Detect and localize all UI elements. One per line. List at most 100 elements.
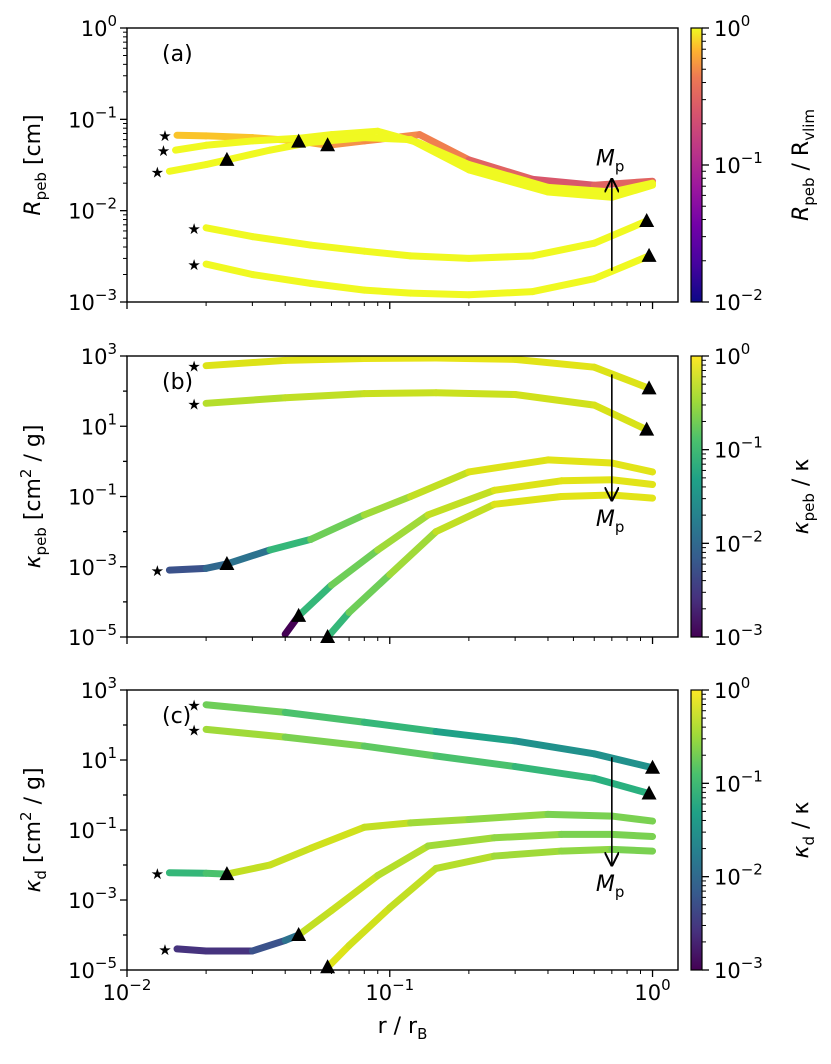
series-segment <box>165 564 210 574</box>
series-segment <box>202 260 256 279</box>
panel-label: (c) <box>162 704 191 729</box>
y-axis-label: κd [cm2 / g] <box>17 767 50 892</box>
end-triangle-marker <box>639 213 655 228</box>
panel-b: ★ ★ ★ Mp 10−5 10−3 10−1 101 103 (b) κpeb [cm2 / g]… <box>17 340 818 650</box>
series-group <box>165 127 657 299</box>
series-segment <box>266 844 315 869</box>
x-tick-label: 10−2 <box>103 976 152 1005</box>
colorbar-tick-label: 100 <box>714 12 750 41</box>
series-segment <box>202 725 289 741</box>
series-segment <box>386 864 440 912</box>
series-segment <box>327 127 382 139</box>
series-segment <box>307 823 368 852</box>
series-segment <box>360 356 440 362</box>
series-line-2 <box>202 725 653 798</box>
colorbar-tick-label: 10−1 <box>714 767 763 796</box>
colorbar-label: κd / κ <box>789 802 818 859</box>
end-triangle-marker <box>641 380 657 395</box>
series-segment <box>465 252 537 262</box>
start-star-marker: ★ <box>187 721 200 739</box>
series-segment <box>608 812 657 825</box>
y-tick-label: 10−3 <box>68 551 117 580</box>
series-segment <box>590 401 651 434</box>
series-segment <box>407 289 473 299</box>
mass-annotation-label: Mp <box>596 146 625 175</box>
series-segment <box>511 356 598 371</box>
series-segment <box>295 131 335 142</box>
y-tick-label: 103 <box>81 340 117 369</box>
series-segment <box>544 810 616 820</box>
series-segment <box>465 161 552 191</box>
series-line-5 <box>324 845 657 970</box>
series-segment <box>248 233 315 249</box>
series-segment <box>490 493 565 508</box>
y-tick-label: 10−1 <box>68 814 117 843</box>
series-segment <box>360 819 415 831</box>
series-segment <box>608 476 657 488</box>
start-star-marker: ★ <box>151 865 164 883</box>
series-segment <box>511 391 598 409</box>
series-line-4 <box>202 217 651 262</box>
start-star-marker: ★ <box>187 395 200 413</box>
series-line-1 <box>202 356 653 392</box>
start-star-marker: ★ <box>187 358 200 376</box>
series-segment <box>490 830 565 842</box>
end-triangle-marker <box>320 137 336 152</box>
y-tick-label: 10−2 <box>68 195 117 224</box>
series-segment <box>223 146 274 164</box>
axes-frame <box>126 27 679 303</box>
series-segment <box>266 535 315 554</box>
colorbar-tick-label: 10−1 <box>714 149 763 178</box>
series-segment <box>590 774 653 798</box>
series-segment <box>202 224 256 241</box>
end-triangle-marker <box>219 151 235 166</box>
series-segment <box>281 356 368 364</box>
series-segment <box>307 134 368 146</box>
series-segment <box>590 217 651 247</box>
colorbar-tick-label: 10−3 <box>714 954 763 983</box>
series-line-2 <box>202 389 651 434</box>
series-segment <box>465 166 552 196</box>
colorbar <box>690 355 703 638</box>
end-triangle-marker <box>641 247 657 262</box>
start-star-marker: ★ <box>187 256 200 274</box>
series-segment <box>432 728 519 745</box>
x-tick-label: 10−1 <box>365 976 414 1005</box>
series-segment <box>172 141 210 154</box>
series-segment <box>295 581 335 620</box>
y-tick-label: 10−5 <box>68 621 117 650</box>
colorbar <box>690 27 703 303</box>
x-axis-label: r / rB <box>378 1014 428 1043</box>
colorbar-tick-label: 10−2 <box>714 527 763 556</box>
series-segment <box>465 456 552 476</box>
y-axis-label: Rpeb [cm] <box>21 114 50 215</box>
y-tick-label: 10−5 <box>68 954 117 983</box>
series-segment <box>465 288 537 299</box>
series-segment <box>608 830 657 841</box>
mass-annotation-label: Mp <box>596 507 625 536</box>
series-segment <box>281 733 368 750</box>
series-segment <box>248 134 303 145</box>
series-segment <box>557 476 616 485</box>
start-star-marker: ★ <box>187 220 200 238</box>
series-segment <box>360 718 440 736</box>
series-segment <box>202 701 289 716</box>
series-segment <box>432 752 519 771</box>
y-axis-label: κpeb [cm2 / g] <box>17 425 50 569</box>
colorbar-tick-label: 10−3 <box>714 621 763 650</box>
start-star-marker: ★ <box>151 163 164 181</box>
series-segment <box>307 511 368 543</box>
series-line-5 <box>324 491 657 637</box>
y-tick-label: 10−1 <box>68 103 117 132</box>
series-segment <box>324 942 353 970</box>
end-triangle-marker <box>219 555 235 570</box>
series-segment <box>529 239 598 260</box>
series-segment <box>544 188 616 201</box>
x-tick-label: 100 <box>634 976 670 1005</box>
series-segment <box>327 872 382 915</box>
series-segment <box>202 356 289 370</box>
series-segment <box>432 389 519 399</box>
series-segment <box>416 131 473 164</box>
series-segment <box>465 810 552 823</box>
